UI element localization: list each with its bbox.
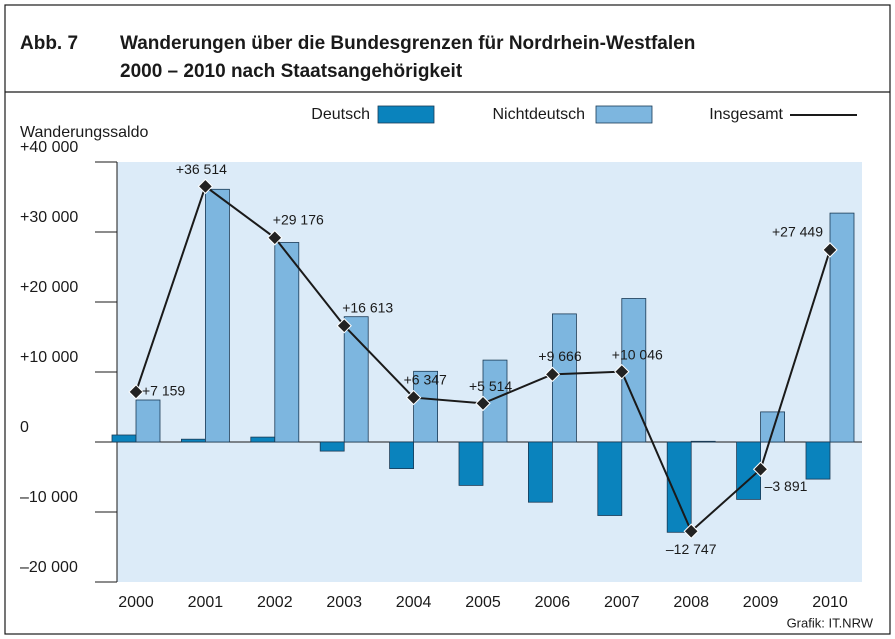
legend-label: Deutsch	[311, 106, 370, 123]
frame	[4, 4, 891, 635]
y-tick-label: +30 000	[20, 209, 78, 226]
x-tick-label: 2001	[188, 594, 224, 611]
source: Grafik: IT.NRW	[787, 615, 874, 630]
marker	[336, 318, 352, 334]
legend-label: Nichtdeutsch	[493, 106, 586, 123]
bar	[666, 441, 692, 533]
marker	[197, 178, 214, 195]
x-tick-label: 2006	[535, 594, 571, 611]
marker	[475, 395, 491, 412]
value-label: +16 613	[342, 299, 393, 315]
value-label: +7 159	[142, 383, 185, 399]
bar	[343, 316, 369, 443]
marker	[267, 230, 283, 246]
y-tick-label: –20 000	[20, 559, 78, 576]
x-tick-label: 2002	[257, 594, 293, 611]
bar	[111, 434, 137, 443]
marker	[128, 384, 144, 400]
value-label: +27 449	[772, 224, 823, 240]
bar	[413, 370, 439, 443]
bar	[597, 441, 623, 516]
marker	[752, 461, 769, 477]
value-label: +5 514	[469, 378, 512, 394]
value-label: +36 514	[176, 161, 227, 177]
y-tick-label: 0	[20, 419, 29, 436]
bar	[690, 440, 716, 443]
marker	[405, 389, 422, 406]
marker	[822, 242, 838, 258]
y-tick-label: +10 000	[20, 349, 78, 366]
x-tick-label: 2008	[673, 594, 709, 611]
bar	[458, 441, 484, 486]
bar	[204, 188, 230, 443]
y-tick-label: +20 000	[20, 279, 78, 296]
y-tick-label: –10 000	[20, 489, 78, 506]
bar	[135, 399, 161, 443]
value-label: +6 347	[404, 371, 447, 387]
marker	[683, 523, 699, 539]
x-tick-label: 2004	[396, 594, 432, 611]
value-label: +29 176	[273, 211, 324, 227]
bar	[389, 441, 415, 470]
bar	[805, 441, 831, 480]
x-tick-label: 2005	[465, 594, 501, 611]
x-tick-label: 2003	[326, 594, 362, 611]
chart-title: Wanderungen über die Bundesgrenzen für N…	[120, 33, 695, 54]
x-tick-label: 2000	[118, 594, 154, 611]
bar	[319, 441, 345, 452]
legend-swatch	[595, 105, 653, 124]
y-axis-label: Wanderungssaldo	[20, 124, 148, 141]
value-label: –3 891	[765, 478, 808, 494]
value-label: +10 046	[612, 346, 663, 362]
value-label: –12 747	[666, 541, 717, 557]
value-label: +9 666	[538, 348, 581, 364]
marker	[544, 366, 561, 383]
x-tick-label: 2007	[604, 594, 640, 611]
bar	[180, 438, 206, 443]
bar	[250, 436, 276, 443]
x-tick-label: 2009	[743, 594, 779, 611]
chart-title: 2000 – 2010 nach Staatsangehörigkeit	[120, 61, 463, 82]
legend-label: Insgesamt	[709, 106, 783, 123]
bar	[274, 242, 300, 443]
y-tick-label: +40 000	[20, 139, 78, 156]
figure-label: Abb. 7	[20, 33, 78, 54]
marker	[614, 363, 630, 380]
x-tick-label: 2010	[812, 594, 848, 611]
legend-swatch	[377, 105, 435, 124]
bar	[528, 441, 553, 503]
bar	[760, 411, 785, 443]
